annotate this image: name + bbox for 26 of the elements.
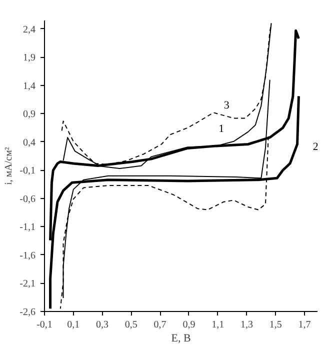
x-tick-label: 1,7 bbox=[298, 320, 311, 330]
x-tick-label: -0,1 bbox=[36, 320, 52, 330]
y-tick-label: 0,9 bbox=[23, 109, 36, 120]
y-tick-label: 0,4 bbox=[23, 137, 36, 148]
x-tick-label: 1,1 bbox=[212, 320, 224, 330]
y-tick-label: -0,1 bbox=[20, 166, 36, 177]
x-tick-label: 0,1 bbox=[67, 320, 80, 330]
y-axis-title: i, мА/см² bbox=[4, 147, 15, 185]
y-tick-label: -2,6 bbox=[20, 307, 36, 318]
x-tick-label: 1,5 bbox=[269, 320, 282, 330]
text: 2 bbox=[312, 140, 318, 153]
x-tick-label: 0,5 bbox=[124, 320, 138, 330]
x-tick-label: 1,3 bbox=[240, 320, 253, 330]
x-tick-label: 0,7 bbox=[154, 320, 166, 330]
x-tick-label: 0,3 bbox=[96, 320, 109, 330]
series-label: 1 bbox=[218, 122, 224, 135]
x-tick-label: 0,9 bbox=[182, 320, 196, 330]
y-tick-label: -0,6 bbox=[20, 194, 36, 205]
y-tick-label: -2,1 bbox=[20, 278, 36, 290]
y-tick-label: -1,1 bbox=[20, 222, 36, 234]
series-label: 3 bbox=[224, 100, 230, 112]
y-tick-label: 1,9 bbox=[23, 52, 36, 64]
x-axis-title: E, B bbox=[171, 332, 191, 344]
y-tick-label: -1,6 bbox=[20, 250, 36, 262]
y-tick-label: 1,4 bbox=[23, 80, 36, 92]
y-tick-label: 2,4 bbox=[23, 24, 36, 36]
